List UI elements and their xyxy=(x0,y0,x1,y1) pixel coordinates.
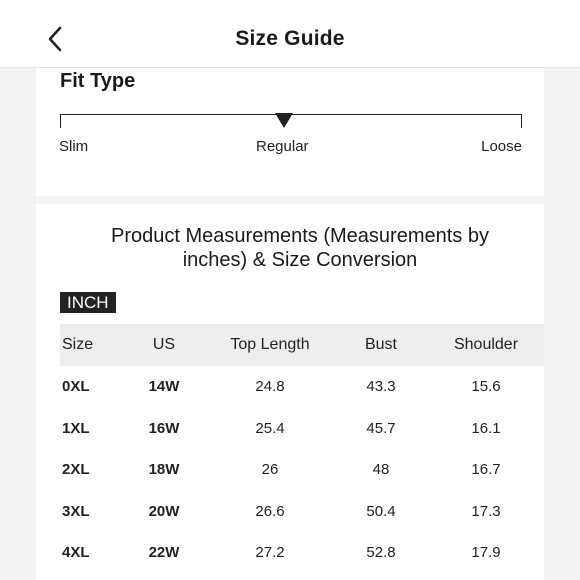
table-header-row: Size US Top Length Bust Shoulder xyxy=(60,324,544,366)
measurements-title-line2: inches) & Size Conversion xyxy=(182,249,418,271)
header-bar: Size Guide xyxy=(0,0,580,68)
cell-size: 4XL xyxy=(62,544,90,562)
cell-top-length: 27.2 xyxy=(255,544,285,562)
cell-bust: 45.7 xyxy=(366,419,396,437)
cell-size: 1XL xyxy=(62,419,90,437)
cell-us: 16W xyxy=(148,419,180,437)
table-row: 1XL 16W 25.4 45.7 16.1 xyxy=(60,408,544,450)
cell-top-length: 26 xyxy=(261,461,279,479)
measurements-title-line1: Product Measurements (Measurements by xyxy=(111,225,489,247)
fit-label-loose: Loose xyxy=(481,138,522,155)
table-row: 2XL 18W 26 48 16.7 xyxy=(60,449,544,491)
column-header-bust: Bust xyxy=(334,324,428,366)
chevron-left-icon xyxy=(48,26,62,52)
table-row: 0XL 14W 24.8 43.3 15.6 xyxy=(60,366,544,408)
cell-size: 2XL xyxy=(62,461,90,479)
unit-badge[interactable]: INCH xyxy=(60,292,116,313)
cell-us: 22W xyxy=(148,544,180,562)
cell-shoulder: 16.7 xyxy=(471,461,501,479)
cell-us: 18W xyxy=(148,461,180,479)
size-table: Size US Top Length Bust Shoulder 0XL 14W… xyxy=(60,324,544,574)
fit-scale-tick-left xyxy=(60,114,61,128)
cell-top-length: 26.6 xyxy=(255,502,285,520)
column-header-size: Size xyxy=(60,324,122,366)
fit-type-section: Fit Type Slim Regular Loose xyxy=(36,68,544,196)
cell-us: 14W xyxy=(148,378,180,396)
fit-type-scale xyxy=(60,113,522,130)
cell-top-length: 24.8 xyxy=(255,378,285,396)
cell-size: 3XL xyxy=(62,502,90,520)
triangle-down-icon xyxy=(275,113,293,128)
cell-bust: 52.8 xyxy=(366,544,396,562)
fit-type-title: Fit Type xyxy=(60,70,136,92)
measurements-title: Product Measurements (Measurements by in… xyxy=(86,224,514,272)
cell-shoulder: 16.1 xyxy=(471,419,501,437)
measurements-section: Product Measurements (Measurements by in… xyxy=(36,204,544,580)
cell-size: 0XL xyxy=(62,378,90,396)
table-row: 4XL 22W 27.2 52.8 17.9 xyxy=(60,532,544,574)
cell-bust: 43.3 xyxy=(366,378,396,396)
fit-label-regular: Regular xyxy=(256,138,309,155)
cell-shoulder: 15.6 xyxy=(471,378,501,396)
fit-label-slim: Slim xyxy=(59,138,89,155)
cell-shoulder: 17.3 xyxy=(471,502,501,520)
cell-top-length: 25.4 xyxy=(255,419,285,437)
page-title: Size Guide xyxy=(235,27,345,50)
fit-scale-tick-right xyxy=(521,114,522,128)
cell-bust: 48 xyxy=(372,461,390,479)
cell-bust: 50.4 xyxy=(366,502,396,520)
column-header-top-length: Top Length xyxy=(206,324,334,366)
cell-shoulder: 17.9 xyxy=(471,544,501,562)
column-header-us: US xyxy=(122,324,206,366)
table-row: 3XL 20W 26.6 50.4 17.3 xyxy=(60,491,544,533)
column-header-shoulder: Shoulder xyxy=(428,324,544,366)
cell-us: 20W xyxy=(148,502,180,520)
back-button[interactable] xyxy=(40,22,70,56)
